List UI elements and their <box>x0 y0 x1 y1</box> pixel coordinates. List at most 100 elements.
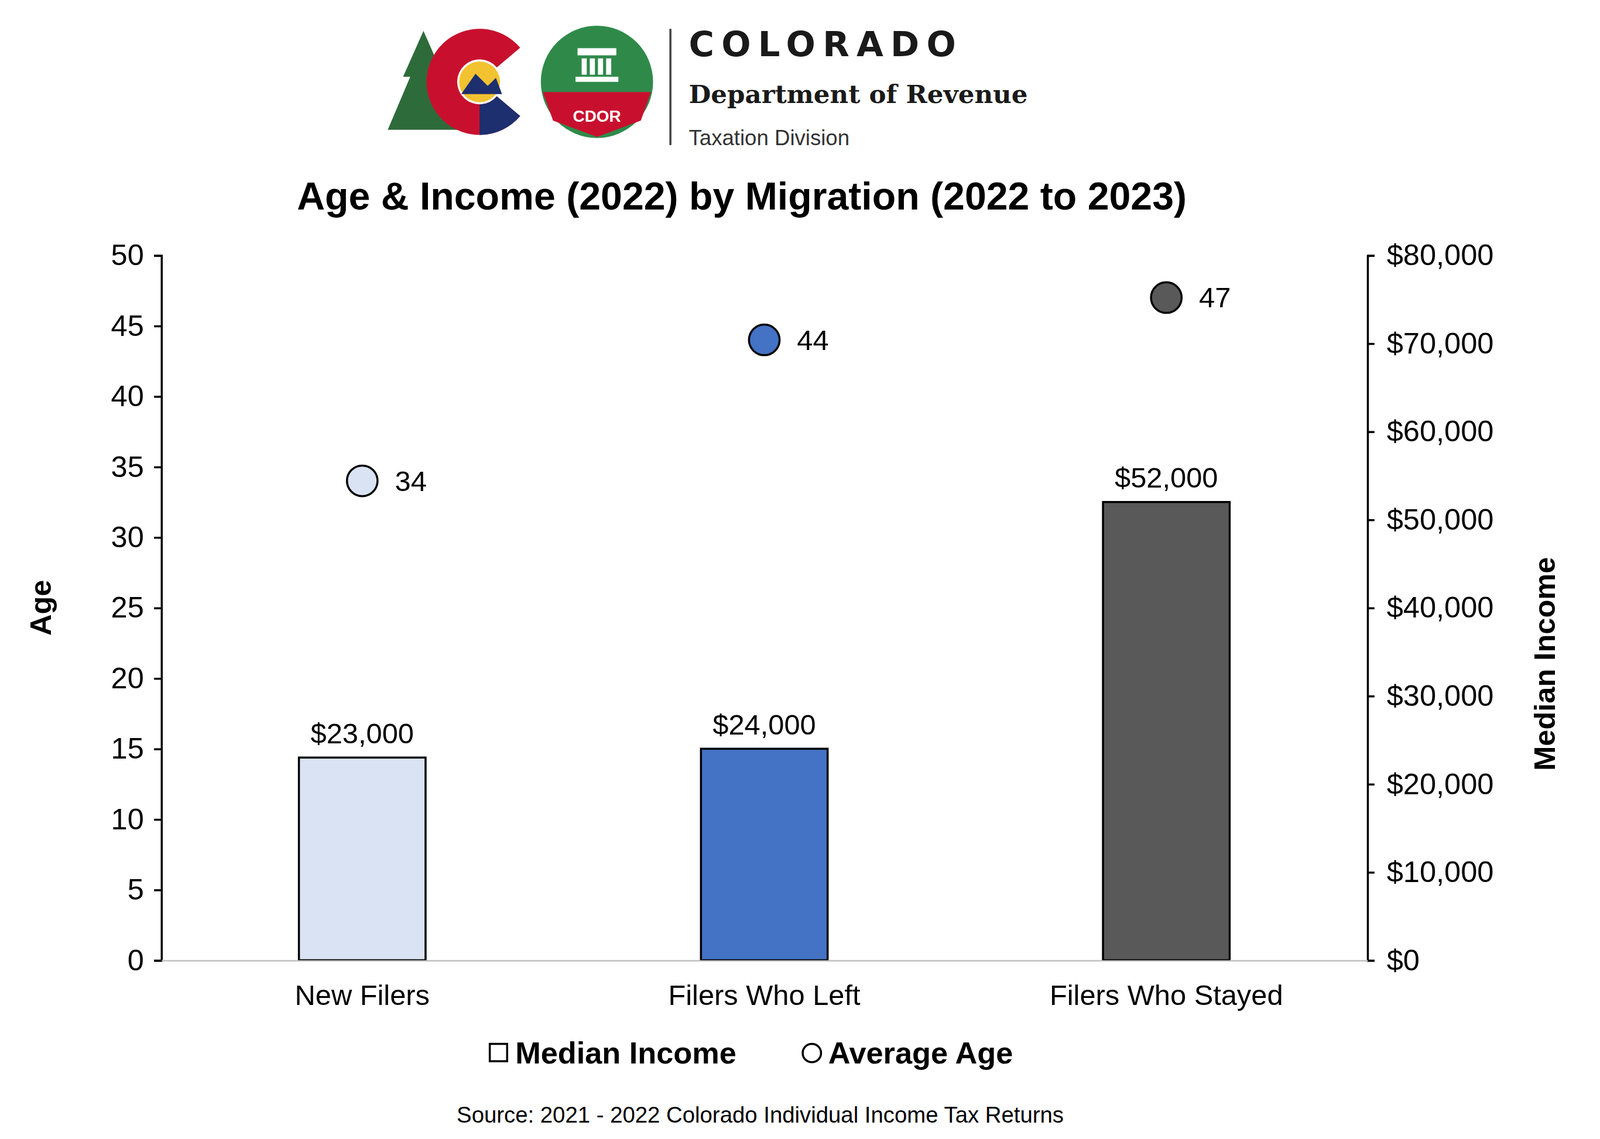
legend: Median IncomeAverage Age <box>490 1036 1014 1071</box>
y-tick-label: 50 <box>111 238 145 272</box>
y-tick-label: 20 <box>111 661 145 695</box>
y-tick-mark <box>153 960 161 962</box>
data-labels: $23,000$24,000$52,000344447 <box>310 281 1232 749</box>
y2-tick-mark <box>1367 519 1375 522</box>
badge-circle <box>540 25 654 139</box>
y-tick: 10 <box>111 802 162 837</box>
y-tick-label: 0 <box>127 943 145 978</box>
y2-tick-label: $70,000 <box>1386 326 1495 361</box>
y2-axis: $0 $10,000 $20,000 $30,000 $40,000 $50,000 $60… <box>1367 238 1495 977</box>
logo-c-red <box>426 28 521 135</box>
y2-tick: $20,000 <box>1367 767 1495 801</box>
badge-column <box>597 58 604 75</box>
y2-tick: $0 <box>1367 943 1420 978</box>
point <box>748 324 780 356</box>
badge-text: CDOR <box>573 107 622 126</box>
legend-marker <box>490 1043 508 1062</box>
y2-tick: $40,000 <box>1367 590 1495 625</box>
header-org: COLORADO <box>689 24 964 65</box>
y-tick-label: 40 <box>111 379 145 413</box>
data-label: 47 <box>1198 281 1231 314</box>
y-tick: 35 <box>111 450 162 484</box>
x-tick: Filers Who Stayed <box>1049 960 1284 1012</box>
y2-tick-mark <box>1367 783 1375 786</box>
badge-building <box>577 48 617 56</box>
y2-tick: $30,000 <box>1367 679 1495 713</box>
x-tick-label: New Filers <box>295 979 430 1012</box>
header: CDOR COLORADO Department of Revenue Taxatio… <box>387 24 1028 150</box>
y2-tick-mark <box>1367 960 1375 962</box>
y2-tick-label: $30,000 <box>1386 679 1495 713</box>
y2-tick: $50,000 <box>1367 502 1495 537</box>
bar <box>299 757 426 961</box>
y-tick-label: 5 <box>127 872 145 907</box>
data-label: $24,000 <box>712 708 816 741</box>
y2-tick-label: $10,000 <box>1386 855 1495 889</box>
y-tick-mark <box>153 607 161 609</box>
y2-tick-label: $80,000 <box>1386 238 1495 272</box>
x-axis: New Filers Filers Who Left Filers Who Stay… <box>161 960 1368 1012</box>
x-tick: New Filers <box>295 960 430 1012</box>
logo-c-blue <box>479 96 520 136</box>
y-tick-mark <box>153 325 161 328</box>
y2-tick-label: $0 <box>1386 943 1420 978</box>
y-tick: 15 <box>111 731 162 766</box>
badge-building <box>575 76 619 82</box>
source: Source: 2021 - 2022 Colorado Individual … <box>456 1102 1064 1128</box>
data-label: 44 <box>796 324 829 356</box>
data-label: $23,000 <box>310 717 414 750</box>
badge-column <box>589 58 595 75</box>
series-0 <box>299 502 1231 961</box>
header-division: Taxation Division <box>689 125 851 150</box>
y2-tick-mark <box>1367 871 1375 874</box>
y-tick-mark <box>153 536 161 539</box>
point <box>347 465 378 496</box>
y2-tick-mark <box>1367 254 1375 257</box>
y2-axis-title: Median Income <box>1527 557 1562 772</box>
y-tick-mark <box>153 889 161 892</box>
bar <box>1102 502 1230 961</box>
y-tick: 45 <box>111 309 162 343</box>
y-tick-label: 30 <box>111 520 145 554</box>
y-tick-mark <box>153 395 161 398</box>
legend-item: Median Income <box>490 1036 737 1071</box>
chart: CDOR COLORADO Department of Revenue Taxatio… <box>0 0 1600 1139</box>
y-tick-mark <box>153 819 161 821</box>
y2-tick: $70,000 <box>1367 326 1495 361</box>
y2-tick-label: $20,000 <box>1386 767 1495 801</box>
y2-tick: $60,000 <box>1367 414 1495 448</box>
y-tick-mark <box>153 748 161 750</box>
legend-label: Median Income <box>515 1036 737 1071</box>
y2-tick-label: $40,000 <box>1386 590 1495 625</box>
y-tick: 5 <box>127 872 162 907</box>
y-tick: 30 <box>111 520 162 554</box>
y-tick-label: 25 <box>111 590 145 625</box>
y-tick: 40 <box>111 379 162 413</box>
y2-tick-label: $60,000 <box>1386 414 1495 448</box>
y2-tick: $10,000 <box>1367 855 1495 889</box>
y-tick-label: 35 <box>111 450 145 484</box>
bar <box>700 748 828 961</box>
x-tick-label: Filers Who Left <box>667 979 861 1012</box>
badge-column <box>605 58 612 75</box>
title: Age & Income (2022) by Migration (2022 t… <box>296 174 1187 218</box>
plot-area <box>299 282 1231 961</box>
x-tick-label: Filers Who Stayed <box>1049 979 1284 1012</box>
y-tick-mark <box>153 466 161 469</box>
badge-column <box>581 58 588 75</box>
data-label: $52,000 <box>1114 461 1218 494</box>
y-axis-title: Age <box>24 580 58 636</box>
y-tick-label: 45 <box>111 309 145 343</box>
header-separator <box>669 28 671 146</box>
legend-marker <box>802 1043 821 1062</box>
y2-tick-mark <box>1367 695 1375 698</box>
y-tick: 50 <box>111 238 162 272</box>
y2-axis-line <box>1367 255 1375 961</box>
y-axis-line <box>153 255 162 961</box>
y-tick: 25 <box>111 590 162 625</box>
y-tick-mark <box>153 254 161 257</box>
y-tick-label: 10 <box>111 802 145 837</box>
y-tick-label: 15 <box>111 731 145 766</box>
header-dept: Department of Revenue <box>689 79 1029 109</box>
badge-ribbon <box>542 91 652 137</box>
